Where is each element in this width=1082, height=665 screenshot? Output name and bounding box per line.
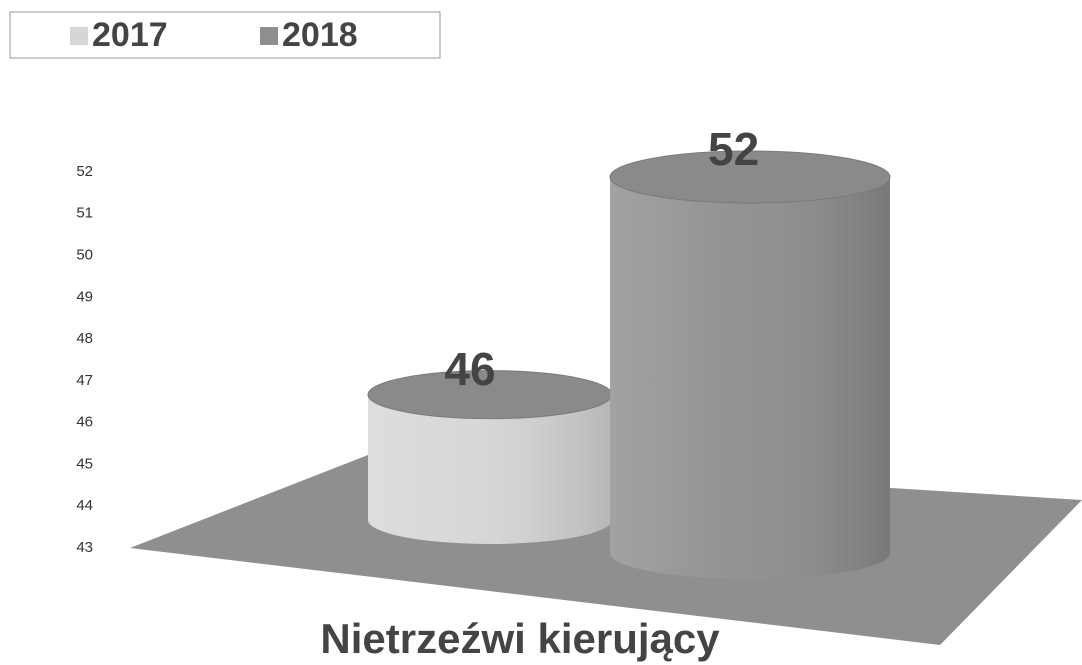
- legend-label: 2018: [282, 16, 358, 54]
- y-tick-label: 51: [76, 205, 93, 222]
- legend-swatch: [70, 27, 88, 45]
- y-tick-label: 52: [76, 163, 93, 180]
- data-label: 52: [708, 123, 759, 175]
- y-tick-label: 49: [76, 288, 93, 305]
- cylinder-shade: [368, 394, 612, 544]
- y-tick-label: 45: [76, 455, 93, 472]
- data-label: 46: [444, 343, 495, 395]
- chart-title: Nietrzeźwi kierujący: [320, 615, 720, 662]
- y-tick-label: 47: [76, 372, 93, 389]
- y-tick-label: 46: [76, 414, 93, 431]
- cylinder: [367, 370, 613, 544]
- legend-swatch: [260, 27, 278, 45]
- y-tick-label: 43: [76, 539, 93, 556]
- cylinder-top: [609, 150, 891, 204]
- y-tick-label: 44: [76, 497, 93, 514]
- cylinder: [609, 150, 891, 579]
- legend-label: 2017: [92, 16, 168, 54]
- cylinder-shade: [610, 177, 890, 579]
- y-tick-label: 48: [76, 330, 93, 347]
- y-tick-label: 50: [76, 247, 93, 264]
